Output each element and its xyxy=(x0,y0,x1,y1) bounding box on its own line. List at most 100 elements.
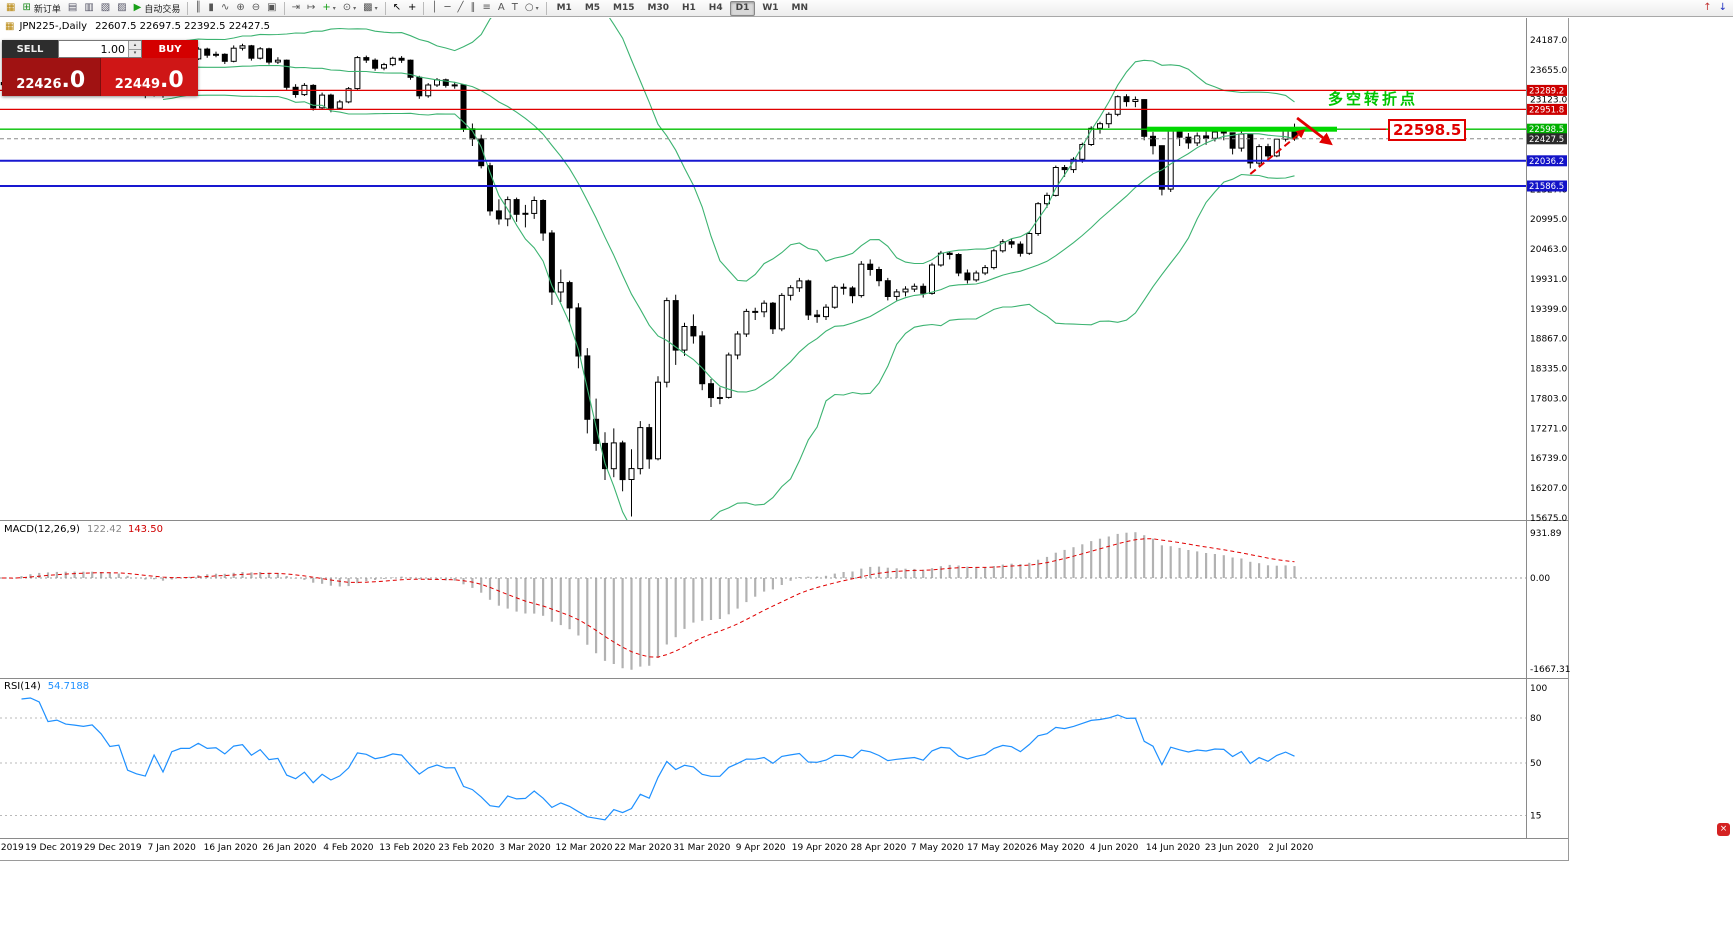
timeframe-m15[interactable]: M15 xyxy=(613,3,635,13)
terminal-icon[interactable]: ▨ xyxy=(114,1,129,16)
arrow-down-tool-icon[interactable]: ↓ xyxy=(1716,1,1730,16)
text-label-icon: T xyxy=(511,2,518,13)
cursor-icon[interactable]: ↖ xyxy=(390,1,404,16)
text-icon[interactable]: A xyxy=(495,1,508,16)
candle-body xyxy=(752,310,759,313)
candle-body xyxy=(1194,135,1201,144)
trendline-icon[interactable]: ╱ xyxy=(454,1,466,16)
timeframe-h1[interactable]: H1 xyxy=(682,3,696,13)
autotrading-button[interactable]: ▶ 自动交易 xyxy=(131,1,184,16)
candle-body xyxy=(381,64,387,69)
tile-windows-icon[interactable]: ▣ xyxy=(264,1,279,16)
vertical-line-icon[interactable]: │ xyxy=(428,1,440,16)
date-axis-label: 17 May 2020 xyxy=(967,843,1026,853)
price-axis-label: 16207.0 xyxy=(1530,484,1567,494)
timeframe-m5[interactable]: M5 xyxy=(584,3,601,13)
support-highlight-bar[interactable] xyxy=(1146,126,1337,132)
indicators-icon[interactable]: + ▾ xyxy=(319,1,338,16)
bollinger-middle-band xyxy=(162,64,1295,393)
candle-body xyxy=(1220,131,1227,134)
timeframe-h4[interactable]: H4 xyxy=(708,3,723,13)
candle-body xyxy=(663,300,670,383)
timeframe-mn[interactable]: MN xyxy=(791,3,809,13)
main-chart-area[interactable] xyxy=(0,0,1526,548)
new-chart-icon[interactable]: ▦ xyxy=(3,1,18,16)
new-order-button[interactable]: ⊞ 新订单 xyxy=(19,1,63,16)
arrow-up-tool-icon[interactable]: ↑ xyxy=(1700,1,1714,16)
date-axis-label: 9 Apr 2020 xyxy=(736,843,786,853)
price-axis-label: 15675.0 xyxy=(1530,514,1567,524)
market-watch-icon[interactable]: ▤ xyxy=(65,1,80,16)
timeframe-w1[interactable]: W1 xyxy=(762,3,779,13)
price-axis-label: 16739.0 xyxy=(1530,454,1567,464)
candle-body xyxy=(831,286,838,308)
timeframe-m30[interactable]: M30 xyxy=(647,3,669,13)
candle-body xyxy=(716,397,723,399)
buy-button[interactable]: BUY xyxy=(142,40,198,58)
price-level-callout[interactable]: 22598.5 xyxy=(1388,119,1467,141)
zoom-in-icon[interactable]: ⊕ xyxy=(233,1,247,16)
candle-body xyxy=(1256,146,1263,164)
volume-down-icon[interactable]: ▾ xyxy=(129,49,141,57)
close-icon[interactable]: × xyxy=(1717,823,1730,836)
candle-body xyxy=(769,302,776,330)
candle-body xyxy=(610,442,617,470)
macd-name: MACD(12,26,9) xyxy=(4,524,80,535)
timeframe-m1[interactable]: M1 xyxy=(556,3,572,13)
candle-body xyxy=(973,272,980,281)
price-axis-label: 17803.0 xyxy=(1530,395,1567,405)
date-axis-label: 19 Apr 2020 xyxy=(792,843,848,853)
autotrading-icon: ▶ xyxy=(133,2,142,13)
fibonacci-icon[interactable]: ≡ xyxy=(480,1,494,16)
macd-main-value: 122.42 xyxy=(86,524,122,535)
timeframe-d1[interactable]: D1 xyxy=(729,0,756,16)
candle-body xyxy=(478,138,485,167)
candle-body xyxy=(487,165,493,212)
candle-body xyxy=(1211,131,1218,139)
dropdown-arrow-icon: ▾ xyxy=(332,4,336,12)
data-window-icon[interactable]: ▥ xyxy=(81,1,96,16)
date-axis-label: 26 May 2020 xyxy=(1026,843,1085,853)
sell-price-panel[interactable]: 22426.0 xyxy=(2,58,101,96)
navigator-icon[interactable]: ▧ xyxy=(98,1,113,16)
candle-body xyxy=(982,267,989,274)
turning-point-annotation[interactable]: 多空转折点 xyxy=(1328,90,1419,108)
crosshair-icon[interactable]: + xyxy=(405,1,419,16)
text-icon: A xyxy=(497,2,505,13)
shapes-icon[interactable]: ○ ▾ xyxy=(522,1,542,16)
candle-body xyxy=(725,354,732,398)
candle-body xyxy=(1132,99,1139,102)
candle-body xyxy=(1141,99,1148,137)
rsi-panel[interactable] xyxy=(0,697,1526,821)
trend-arrow[interactable] xyxy=(1249,129,1306,175)
chart-symbol-icon: ▦ xyxy=(5,21,15,32)
new-order-button-label: 新订单 xyxy=(33,4,61,15)
candle-body xyxy=(964,272,971,281)
trend-arrow[interactable] xyxy=(1296,116,1333,146)
trendline-icon: ╱ xyxy=(457,2,464,13)
auto-scroll-icon[interactable]: ⇥ xyxy=(289,1,303,16)
buy-price-panel[interactable]: 22449.0 xyxy=(100,58,198,96)
candlestick-chart-icon[interactable]: ▮ xyxy=(205,1,217,16)
horizontal-line-icon[interactable]: ─ xyxy=(441,1,453,16)
text-label-icon[interactable]: T xyxy=(509,1,521,16)
line-chart-icon[interactable]: ∿ xyxy=(218,1,232,16)
volume-input[interactable]: 1.00 ▴ ▾ xyxy=(58,40,142,58)
candle-body xyxy=(266,48,272,63)
volume-up-icon[interactable]: ▴ xyxy=(129,41,141,50)
auto-scroll-icon: ⇥ xyxy=(291,2,300,13)
candle-body xyxy=(336,101,343,109)
bar-chart-icon[interactable]: ║ xyxy=(192,1,204,16)
macd-panel[interactable] xyxy=(0,532,1526,670)
zoom-out-icon[interactable]: ⊖ xyxy=(249,1,263,16)
dropdown-arrow-icon: ▾ xyxy=(353,4,357,12)
templates-icon[interactable]: ▩ ▾ xyxy=(360,1,380,16)
periods-icon[interactable]: ⊙ ▾ xyxy=(340,1,359,16)
candle-body xyxy=(363,57,370,61)
candle-body xyxy=(929,264,935,294)
chart-shift-icon[interactable]: ↦ xyxy=(304,1,318,16)
sell-price-frac: .0 xyxy=(61,68,86,94)
equidistant-channel-icon[interactable]: ∥ xyxy=(468,1,479,16)
sell-button[interactable]: SELL xyxy=(2,40,58,58)
